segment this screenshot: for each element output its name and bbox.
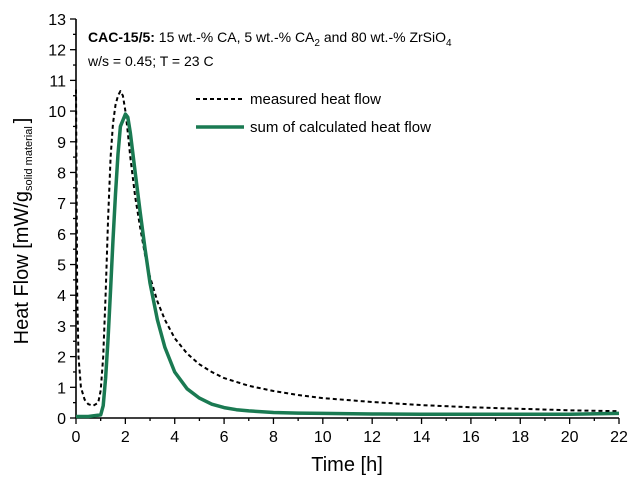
y-tick-label: 2 [57,350,66,367]
title-part2: and 80 wt.-% ZrSiO [320,29,446,45]
x-tick-label: 14 [413,429,431,446]
y-title-main: Heat Flow [mW/g [11,191,33,344]
legend-label-calculated: sum of calculated heat flow [250,119,431,136]
title-part1: 15 wt.-% CA, 5 wt.-% CA [155,29,315,45]
y-tick-label: 1 [57,380,66,397]
y-tick-label: 3 [57,319,66,336]
title-sub1: 2 [314,38,320,49]
y-tick-label: 11 [49,73,66,90]
x-ticks: 0 2 4 6 8 10 12 14 16 18 20 22 [72,418,628,446]
y-title-sub: solid material [23,126,35,191]
series-line-calculated [76,112,620,419]
y-tick-label: 7 [57,196,66,213]
y-tick-label: 13 [48,12,66,29]
y-tick-label: 9 [57,135,66,152]
title-bold: CAC-15/5: [88,29,155,45]
legend-label-measured: measured heat flow [250,91,381,108]
x-axis-title: Time [h] [311,454,383,476]
x-tick-label: 10 [314,429,332,446]
series-layer [75,89,620,419]
y-tick-label: 4 [57,288,66,305]
x-tick-label: 6 [220,429,229,446]
series-line-measured [75,89,620,413]
y-tick-label: 5 [57,258,66,275]
x-tick-label: 12 [363,429,381,446]
x-tick-label: 0 [72,429,81,446]
chart-title: CAC-15/5: 15 wt.-% CA, 5 wt.-% CA2 and 8… [88,29,452,49]
y-tick-label: 6 [57,227,66,244]
y-tick-label: 0 [57,411,66,428]
x-tick-label: 4 [170,429,179,446]
x-tick-label: 22 [610,429,628,446]
x-tick-label: 18 [511,429,529,446]
y-tick-label: 12 [48,43,66,60]
title-sub2: 4 [446,38,452,49]
x-tick-label: 20 [561,429,579,446]
y-tick-label: 8 [57,165,66,182]
legend: measured heat flow sum of calculated hea… [196,91,431,136]
x-tick-label: 2 [121,429,130,446]
x-tick-label: 16 [462,429,480,446]
y-title-end: ] [11,118,33,124]
y-tick-label: 10 [48,104,66,121]
chart-subtitle: w/s = 0.45; T = 23 C [87,53,214,69]
y-axis-title: Heat Flow [mW/gsolid material] [11,118,35,345]
x-tick-label: 8 [269,429,278,446]
